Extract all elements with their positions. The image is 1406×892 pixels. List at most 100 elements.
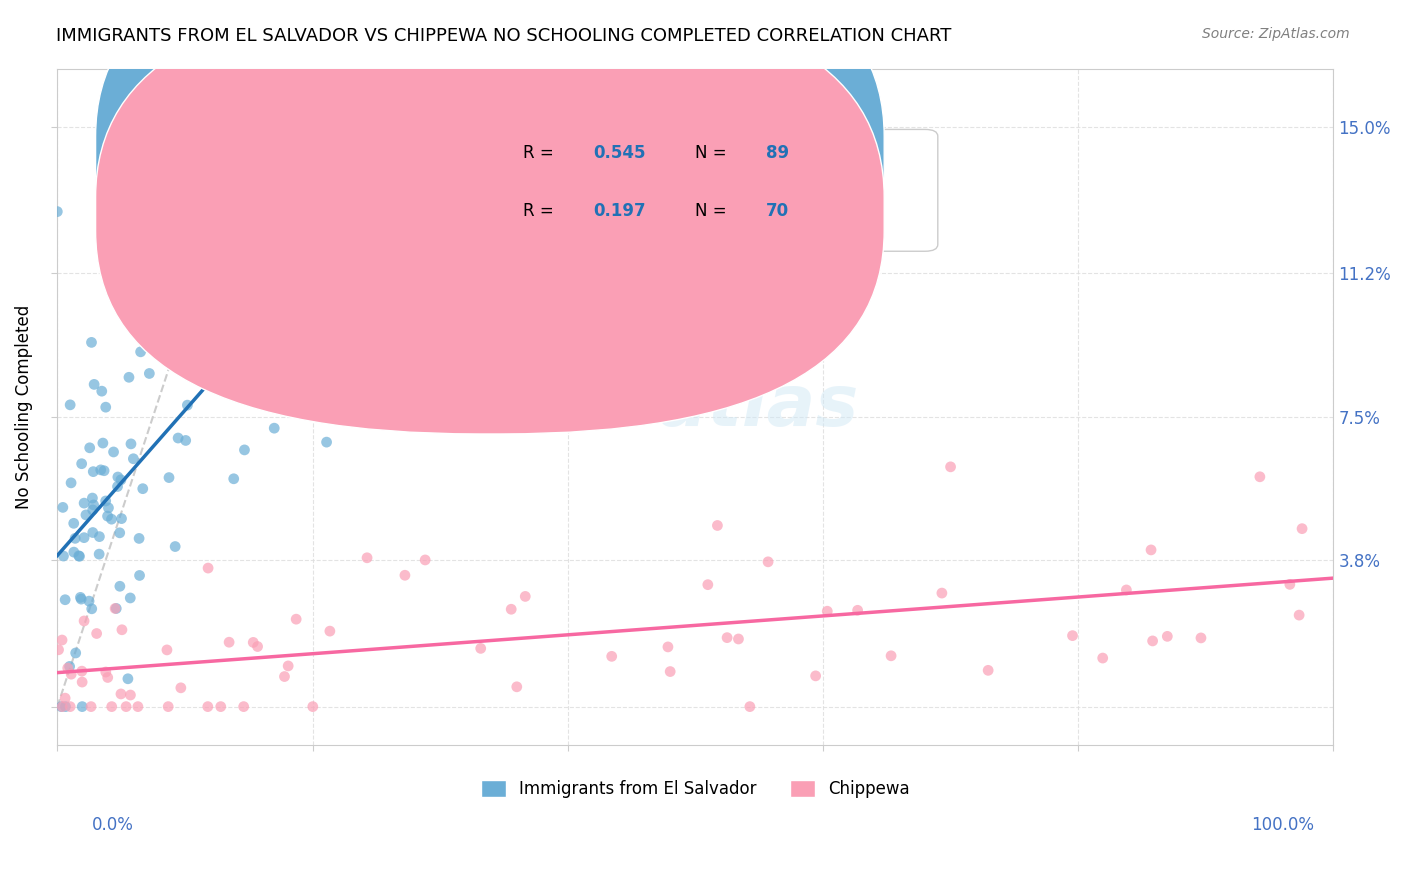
Point (277, 659, 299, 673)
Point (79, 441, 101, 455)
Point (179, 301, 201, 315)
Point (90, 384, 112, 399)
Point (284, 263, 307, 277)
Point (129, 344, 152, 359)
Point (309, 248, 332, 262)
Point (657, 640, 679, 654)
Point (48, 642, 70, 657)
Point (301, 699, 323, 714)
Point (82, 503, 104, 517)
Point (280, 224, 302, 238)
Point (727, 632, 749, 646)
Point (65, 646, 87, 660)
Y-axis label: No Schooling Completed: No Schooling Completed (15, 305, 32, 509)
Point (977, 664, 1000, 678)
Point (52, 500, 75, 515)
Point (117, 672, 139, 686)
Point (104, 601, 127, 615)
Point (83, 377, 105, 392)
Point (62, 516, 84, 531)
Point (51, 633, 73, 648)
Point (127, 285, 149, 299)
Point (70, 592, 93, 607)
Point (60, 667, 83, 681)
Point (118, 370, 141, 384)
Point (394, 568, 416, 582)
Point (70, 664, 93, 678)
Point (242, 635, 264, 649)
Point (73, 496, 96, 510)
Text: N =: N = (696, 202, 733, 219)
Point (263, 421, 285, 435)
Point (103, 445, 125, 459)
Point (756, 555, 779, 569)
Point (501, 602, 523, 616)
Text: 70: 70 (765, 202, 789, 219)
Point (218, 635, 240, 649)
Point (46, 204, 69, 219)
Point (69, 591, 91, 605)
Point (273, 669, 295, 683)
Point (100, 512, 122, 526)
Point (356, 550, 378, 565)
Point (52, 549, 75, 563)
Point (80, 602, 103, 616)
Text: ZIPatlas: ZIPatlas (531, 372, 859, 442)
Point (107, 479, 129, 493)
Point (264, 311, 287, 326)
Point (107, 470, 129, 484)
Point (157, 699, 180, 714)
Text: 0.197: 0.197 (593, 202, 645, 219)
Point (188, 319, 211, 334)
Point (70, 699, 93, 714)
Point (51, 699, 73, 714)
FancyBboxPatch shape (96, 0, 884, 373)
Point (128, 568, 150, 582)
Point (110, 687, 132, 701)
Point (132, 482, 155, 496)
Point (316, 209, 339, 223)
Point (716, 631, 738, 645)
Point (120, 688, 142, 702)
Point (69, 549, 91, 564)
Point (94, 400, 117, 414)
Point (197, 228, 219, 243)
Point (82, 525, 104, 540)
Point (77, 594, 100, 608)
FancyBboxPatch shape (96, 0, 884, 434)
Text: 89: 89 (765, 145, 789, 162)
Point (108, 579, 131, 593)
Point (105, 601, 128, 615)
FancyBboxPatch shape (453, 129, 938, 252)
Point (197, 699, 219, 714)
Point (259, 189, 281, 203)
Point (1142, 634, 1164, 648)
Point (232, 699, 254, 714)
Point (506, 680, 529, 694)
Point (53, 691, 76, 706)
Point (90, 463, 112, 477)
Point (59, 398, 82, 412)
Point (1249, 470, 1271, 484)
Point (259, 201, 281, 215)
Point (706, 518, 728, 533)
Point (270, 269, 292, 284)
Point (91, 436, 114, 450)
Point (110, 511, 132, 525)
Point (880, 648, 903, 663)
Point (315, 435, 337, 450)
Point (59, 699, 82, 714)
Point (80, 335, 103, 350)
Point (82, 465, 104, 479)
Point (233, 442, 256, 457)
Text: 100.0%: 100.0% (1251, 815, 1315, 833)
Point (319, 624, 342, 639)
Point (804, 669, 827, 683)
Point (198, 134, 221, 148)
Point (413, 553, 436, 567)
Point (1091, 651, 1114, 665)
Point (94, 494, 117, 508)
Point (94, 665, 117, 679)
Point (1140, 543, 1163, 558)
Point (600, 649, 623, 664)
